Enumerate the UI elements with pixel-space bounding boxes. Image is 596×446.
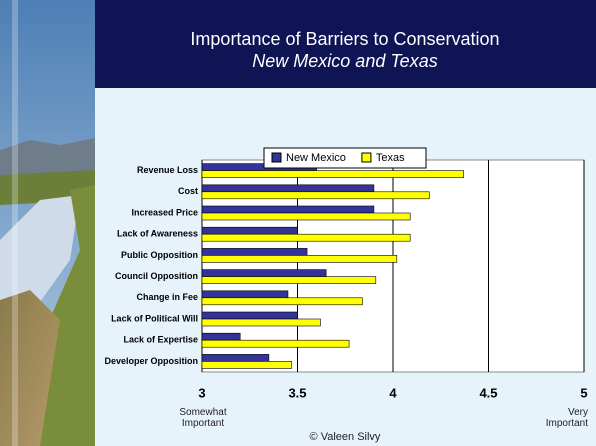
- bar: [201, 212, 411, 221]
- y-tick-label: Increased Price: [131, 207, 198, 217]
- bar: [201, 170, 464, 178]
- bar: [201, 248, 308, 256]
- y-tick-label: Developer Opposition: [104, 356, 198, 366]
- legend-swatch: [361, 152, 372, 163]
- x-tick-label: 4: [389, 385, 397, 400]
- bar: [201, 354, 270, 362]
- scale-label: Very Important: [545, 407, 588, 429]
- bar: [201, 269, 327, 277]
- bar: [201, 226, 298, 235]
- bar: [201, 184, 375, 193]
- x-tick-label: 5: [580, 385, 587, 400]
- legend-box: [263, 147, 427, 169]
- y-tick-label: Public Opposition: [121, 250, 198, 260]
- bar: [201, 361, 293, 369]
- y-tick-label: Lack of Political Will: [111, 313, 198, 323]
- y-tick-label: Lack of Awareness: [117, 229, 198, 239]
- bar: [201, 255, 398, 263]
- bar: [201, 297, 363, 306]
- bar: [201, 339, 350, 348]
- y-tick-label: Change in Fee: [136, 292, 198, 302]
- bar: [201, 276, 377, 284]
- legend-label: New Mexico: [286, 152, 346, 164]
- y-tick-label: Lack of Expertise: [123, 335, 198, 345]
- legend-label: Texas: [376, 152, 405, 164]
- bar: [201, 332, 241, 341]
- legend-swatch: [271, 152, 282, 163]
- y-tick-label: Council Opposition: [115, 271, 198, 281]
- y-tick-label: Revenue Loss: [137, 165, 198, 175]
- credit: © Valeen Silvy: [310, 431, 381, 443]
- scale-label: Somewhat Important: [179, 407, 227, 429]
- bar: [201, 290, 289, 299]
- photo: [0, 0, 95, 446]
- x-tick-label: 3: [198, 385, 205, 400]
- y-tick-label: Cost: [178, 186, 198, 196]
- header-band: [95, 0, 596, 88]
- x-tick-label: 4.5: [479, 385, 497, 400]
- bar: [201, 233, 411, 242]
- slide-subtitle: New Mexico and Texas: [252, 51, 437, 71]
- bar: [201, 318, 321, 327]
- bar: [201, 205, 375, 214]
- x-tick-label: 3.5: [288, 385, 306, 400]
- bar: [201, 191, 430, 200]
- slide-title: Importance of Barriers to Conservation: [190, 29, 499, 49]
- bar: [201, 311, 298, 320]
